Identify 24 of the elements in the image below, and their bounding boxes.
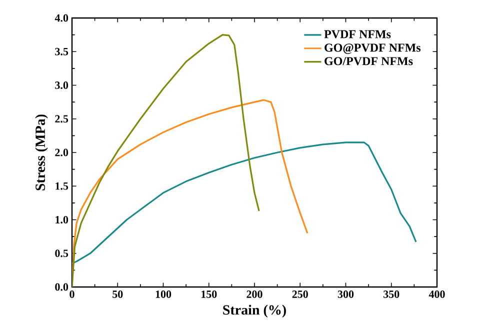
y-tick-label: 0.5 bbox=[55, 250, 68, 258]
x-tick-label: 400 bbox=[428, 290, 445, 298]
y-tick-label: 2.5 bbox=[55, 115, 68, 123]
legend-label: GO/PVDF NFMs bbox=[324, 57, 413, 66]
y-tick-label: 1.0 bbox=[56, 216, 68, 224]
x-tick-label: 0 bbox=[70, 290, 74, 298]
line-series bbox=[72, 34, 260, 287]
y-tick-label: 1.5 bbox=[56, 182, 68, 190]
x-tick-label: 50 bbox=[112, 290, 123, 298]
x-tick-label: 100 bbox=[156, 290, 172, 298]
y-tick-label: 3.0 bbox=[55, 82, 68, 89]
y-tick-label: 3.5 bbox=[55, 48, 68, 56]
x-tick-label: 250 bbox=[292, 290, 308, 298]
x-tick-label: 150 bbox=[202, 290, 217, 298]
x-tick-label: 300 bbox=[338, 290, 354, 298]
legend-label: PVDF NFMs bbox=[324, 30, 391, 38]
x-tick-label: 350 bbox=[384, 290, 400, 298]
x-axis-title: Strain (%) bbox=[223, 304, 286, 318]
y-tick-label: 0.0 bbox=[55, 283, 68, 291]
x-tick-label: 200 bbox=[246, 290, 262, 298]
legend-label: GO@PVDF NFMs bbox=[324, 44, 421, 54]
y-axis-title: Stress (MPa) bbox=[35, 114, 48, 190]
y-tick-label: 4.0 bbox=[54, 14, 68, 22]
y-tick-label: 2.0 bbox=[55, 148, 68, 156]
